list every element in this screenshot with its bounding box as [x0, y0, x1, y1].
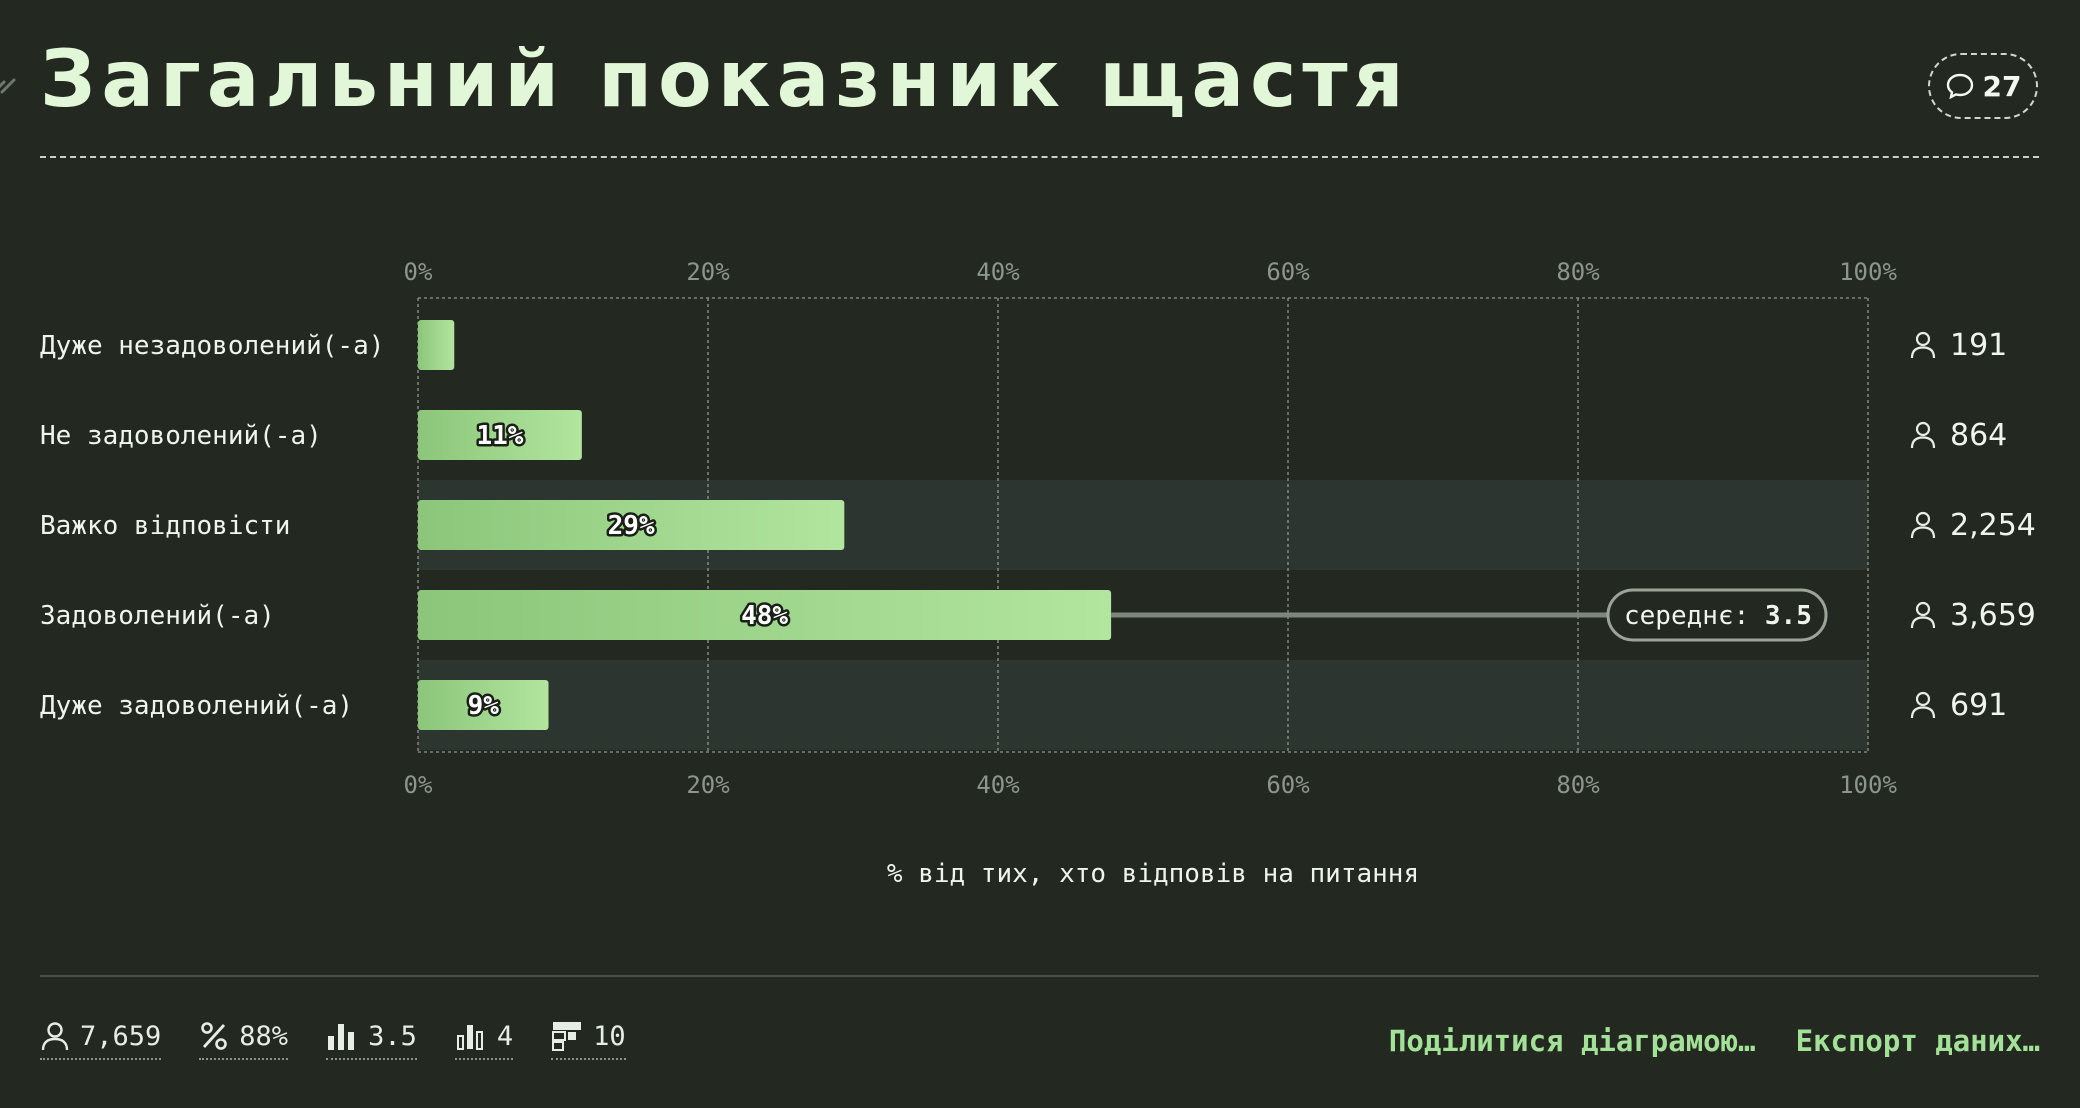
stat-respondents[interactable]: 7,659: [40, 1020, 162, 1060]
person-icon: [1910, 511, 1936, 539]
respondent-count: 691: [1950, 688, 2007, 723]
category-label: Важко відповісти: [40, 511, 290, 541]
row-band: [418, 660, 1868, 750]
x-tick-label-bottom: 80%: [1556, 771, 1600, 799]
stat-value: 4: [496, 1020, 514, 1052]
page-title: Загальний показник щастя: [40, 35, 1410, 125]
bar: [418, 590, 1112, 640]
bar-chart-outline-icon: [456, 1025, 483, 1050]
respondent-count: 191: [1950, 328, 2007, 363]
respondent-count: 864: [1950, 418, 2007, 453]
stat-value: 10: [593, 1020, 626, 1052]
person-icon: [1910, 691, 1936, 719]
share-chart-link[interactable]: Поділитися діаграмою…: [1388, 1024, 1756, 1058]
comment-icon: [1946, 73, 1973, 100]
x-tick-label-top: 20%: [686, 258, 730, 286]
stat-mode[interactable]: 4: [454, 1020, 514, 1060]
comments-count: 27: [1982, 69, 2022, 103]
respondent-count: 2,254: [1950, 508, 2036, 543]
stat-mean[interactable]: 3.5: [326, 1020, 417, 1060]
person-icon: [1910, 601, 1936, 629]
category-label: Дуже задоволений(-а): [40, 691, 353, 721]
category-label: Дуже незадоволений(-а): [40, 331, 384, 361]
mean-label: середнє: 3.5: [1624, 601, 1812, 631]
bar-value-label: 9%: [468, 691, 500, 721]
bar: [418, 410, 582, 460]
x-tick-label-bottom: 20%: [686, 771, 730, 799]
stat-response-rate[interactable]: 88%: [199, 1020, 289, 1060]
bar: [418, 320, 455, 370]
respondent-count: 3,659: [1950, 598, 2036, 633]
stat-value: 88%: [239, 1020, 289, 1052]
person-icon: [41, 1022, 69, 1051]
person-icon: [1910, 421, 1936, 449]
stat-options[interactable]: 10: [551, 1020, 626, 1060]
x-tick-label-bottom: 100%: [1839, 771, 1897, 799]
category-label: Не задоволений(-а): [40, 421, 322, 451]
title-divider: [40, 156, 2039, 158]
bar-chart-icon: [328, 1024, 355, 1050]
bar-value-label: 48%: [741, 601, 788, 631]
x-tick-label-top: 100%: [1839, 258, 1897, 286]
comments-button[interactable]: 27: [1928, 53, 2038, 119]
x-tick-label-top: 60%: [1266, 258, 1310, 286]
export-data-link[interactable]: Експорт даних…: [1795, 1024, 2040, 1058]
x-tick-label-top: 40%: [976, 258, 1020, 286]
footer-actions: Поділитися діаграмою… Експорт даних…: [1389, 1024, 2040, 1058]
bar-value-label: 29%: [608, 511, 655, 541]
stat-value: 3.5: [368, 1020, 417, 1052]
summary-stats: 7,659 88% 3.5 4 10: [40, 1020, 626, 1060]
x-tick-label-bottom: 40%: [976, 771, 1020, 799]
x-tick-label-top: 0%: [404, 258, 433, 286]
mean-value: 3.5: [1765, 601, 1812, 631]
x-axis-title: % від тих, хто відповів на питання: [887, 859, 1419, 889]
stat-value: 7,659: [80, 1020, 162, 1052]
bar-chart: 0% 0% 20% 20% 40% 40% 60% 60% 80% 80% 100% 100% Дуже…: [40, 258, 2036, 889]
percent-icon: [201, 1022, 228, 1050]
x-tick-label-top: 80%: [1556, 258, 1600, 286]
bar: [418, 680, 549, 730]
mean-pill: [1606, 588, 1828, 642]
x-tick-label-bottom: 60%: [1266, 771, 1310, 799]
link-icon[interactable]: [0, 70, 20, 96]
table-icon: [552, 1022, 582, 1051]
bar-value-label: 11%: [476, 421, 523, 451]
category-label: Задоволений(-а): [40, 601, 275, 631]
person-icon: [1910, 331, 1936, 359]
x-tick-label-bottom: 0%: [404, 771, 433, 799]
bar: [418, 500, 845, 550]
footer-divider: [40, 975, 2039, 977]
